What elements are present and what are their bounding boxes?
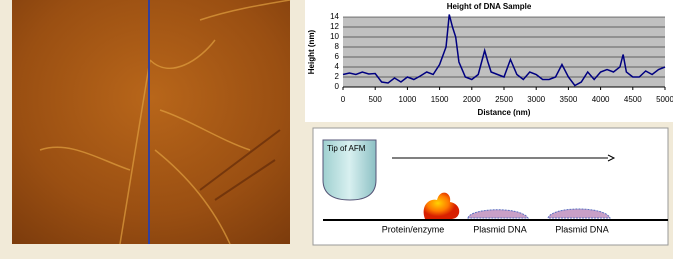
x-tick-label: 4500 bbox=[624, 95, 642, 104]
y-tick-label: 4 bbox=[335, 62, 340, 71]
tip-label: Tip of AFM bbox=[327, 144, 366, 153]
canvas: Height of DNA Sample Height (nm) Distanc… bbox=[0, 0, 673, 259]
x-tick-label: 4000 bbox=[592, 95, 610, 104]
y-tick-label: 10 bbox=[330, 32, 339, 41]
y-tick-label: 12 bbox=[330, 22, 339, 31]
x-tick-label: 500 bbox=[369, 95, 383, 104]
y-tick-label: 6 bbox=[335, 52, 340, 61]
diagram-label: Plasmid DNA bbox=[555, 224, 609, 234]
diagram: Tip of AFM Protein/enzyme Plasmid DNA Pl… bbox=[313, 128, 668, 245]
x-tick-label: 2000 bbox=[463, 95, 481, 104]
x-tick-label: 1500 bbox=[431, 95, 449, 104]
y-tick-label: 2 bbox=[335, 72, 340, 81]
x-tick-label: 3000 bbox=[527, 95, 545, 104]
x-tick-label: 3500 bbox=[560, 95, 578, 104]
x-tick-label: 0 bbox=[341, 95, 346, 104]
y-tick-label: 0 bbox=[335, 82, 340, 91]
y-tick-label: 14 bbox=[330, 12, 339, 21]
x-tick-label: 1000 bbox=[399, 95, 417, 104]
x-tick-label: 5000 bbox=[656, 95, 673, 104]
y-tick-label: 8 bbox=[335, 42, 340, 51]
diagram-label: Plasmid DNA bbox=[473, 224, 527, 234]
x-tick-label: 2500 bbox=[495, 95, 513, 104]
diagram-label: Protein/enzyme bbox=[382, 224, 445, 234]
x-axis-label: Distance (nm) bbox=[478, 108, 531, 117]
afm-image bbox=[12, 0, 290, 244]
chart-title: Height of DNA Sample bbox=[447, 2, 532, 11]
y-axis-label: Height (nm) bbox=[307, 29, 316, 74]
figure: Height of DNA Sample Height (nm) Distanc… bbox=[0, 0, 673, 259]
